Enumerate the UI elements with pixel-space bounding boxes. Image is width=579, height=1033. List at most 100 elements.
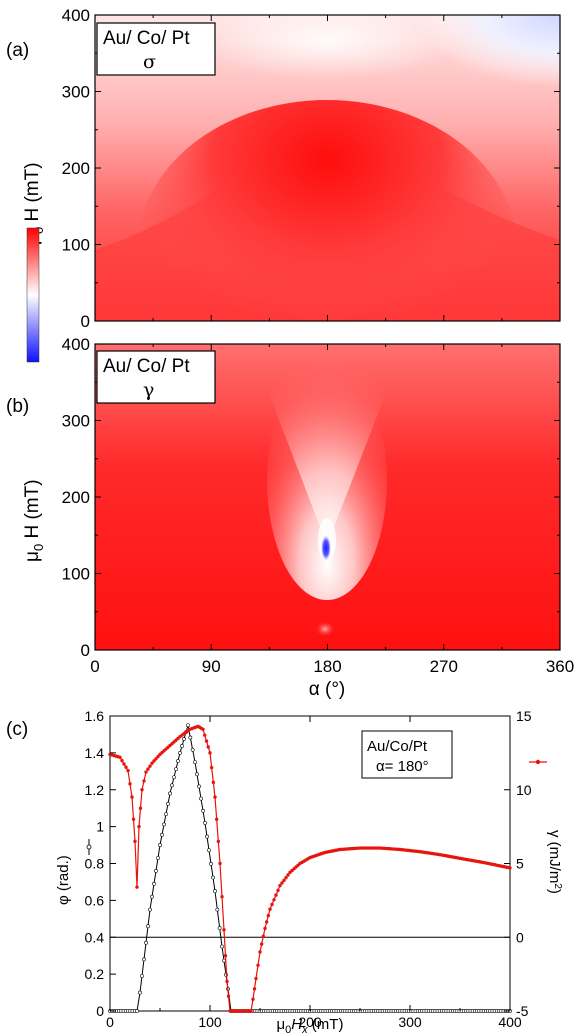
phi-point [203, 821, 207, 825]
left-y-tick-label: 1.4 [85, 745, 105, 761]
phi-point [168, 791, 172, 796]
gamma-point [282, 878, 286, 883]
gamma-point [137, 824, 141, 829]
panel-b-y-axis: 0 100 200 300 400 [62, 335, 560, 660]
y-tick-label: 300 [62, 412, 90, 431]
phi-point [190, 747, 195, 752]
y-tick-label: 0 [81, 641, 90, 660]
phi-point [164, 812, 168, 816]
right-y-tick-label: 10 [516, 782, 532, 798]
gamma-point [256, 963, 260, 967]
left-y-tick-label: 1.2 [85, 782, 105, 798]
left-y-tick-label: 0 [96, 1003, 104, 1019]
gamma-point [142, 779, 146, 783]
gamma-point [214, 817, 219, 821]
x-tick-label: 0 [90, 657, 99, 676]
gamma-point [124, 765, 128, 769]
gamma-point [209, 765, 214, 770]
gamma-point [140, 788, 144, 792]
phi-point [172, 775, 176, 780]
gamma-point [126, 768, 130, 773]
phi-point [156, 856, 160, 860]
y-tick-label: 400 [62, 6, 90, 25]
right-y-tick-label: 15 [516, 708, 532, 724]
y-tick-label: 400 [62, 335, 90, 354]
panel-c-left-ylabel: φ (rad.) [55, 855, 72, 905]
phi-point [188, 735, 193, 740]
phi-point [140, 974, 144, 978]
left-y-tick-label: 0.2 [85, 966, 105, 982]
gamma-point [218, 861, 222, 866]
x-tick-label: 270 [430, 657, 458, 676]
gamma-point [264, 920, 269, 924]
panel-b-xlabel: α (°) [309, 679, 346, 700]
phi-point [162, 822, 166, 827]
gamma-point [135, 885, 139, 889]
panel-a-x-ticks [94, 15, 561, 321]
phi-point [182, 737, 186, 741]
y-tick-label: 200 [62, 159, 90, 178]
gamma-point [208, 751, 212, 755]
panel-a-legend-box [96, 22, 216, 76]
gamma-point [254, 976, 258, 981]
x-tick-label: 90 [202, 657, 221, 676]
gamma-point [508, 866, 512, 870]
phi-point [174, 767, 178, 772]
right-y-tick-label: 5 [516, 856, 524, 872]
panel-b-blue-spot [321, 535, 331, 561]
phi-point [195, 772, 199, 777]
phi-point [150, 894, 154, 899]
panel-a-heatmap [95, 0, 560, 400]
panel-b-faint-spot [315, 621, 335, 637]
gamma-point [251, 997, 255, 1001]
phi-point [170, 783, 174, 788]
x-tick-label: 400 [498, 1014, 522, 1030]
panel-c-right-legend-swatch [529, 759, 547, 765]
panel-c-left-axis: 0 0.2 0.4 0.6 0.8 1 1.2 1.4 1.6 [85, 708, 116, 1019]
gamma-point [216, 839, 221, 844]
y-tick-label: 300 [62, 83, 90, 102]
phi-point [215, 907, 220, 912]
phi-point [160, 832, 164, 837]
phi-point [193, 760, 197, 764]
panel-c-xlabel: μ0Hx (mT) [277, 1016, 344, 1033]
gamma-point [122, 762, 126, 766]
panel-b-label: (b) [6, 396, 29, 417]
gamma-point [201, 727, 205, 731]
phi-point [197, 784, 201, 789]
gamma-point [263, 926, 267, 931]
phi-point [142, 957, 146, 962]
x-tick-label: 100 [198, 1014, 222, 1030]
gamma-point [249, 1009, 253, 1013]
panel-c-label: (c) [6, 719, 28, 740]
colorbar [26, 227, 40, 363]
left-y-tick-label: 1 [96, 819, 104, 835]
left-y-tick-label: 1.6 [85, 708, 105, 724]
gamma-point [128, 782, 132, 786]
phi-point [138, 990, 142, 995]
gamma-point [133, 839, 137, 844]
gamma-point [266, 913, 271, 918]
left-y-tick-label: 0.4 [85, 929, 105, 945]
series-gamma [108, 724, 512, 1013]
left-y-tick-label: 0.8 [85, 856, 105, 872]
gamma-point [261, 934, 266, 938]
gamma-point [278, 883, 282, 888]
gamma-point [120, 758, 124, 763]
phi-point [158, 843, 162, 847]
gamma-point [138, 806, 143, 810]
left-y-tick-label: 0.6 [85, 892, 105, 908]
panel-b-legend-symbol: γ [143, 379, 154, 401]
y-tick-label: 0 [81, 312, 90, 331]
gamma-point [156, 754, 160, 759]
gamma-point [280, 881, 284, 885]
y-tick-label: 100 [62, 565, 90, 584]
gamma-point [213, 795, 217, 799]
phi-point [213, 889, 217, 894]
gamma-point [276, 888, 280, 893]
gamma-point [152, 759, 156, 763]
gamma-point [220, 894, 224, 899]
gamma-point [150, 761, 154, 765]
panel-c-x-axis: 0 100 200 300 400 [106, 716, 522, 1030]
phi-point [217, 926, 222, 930]
